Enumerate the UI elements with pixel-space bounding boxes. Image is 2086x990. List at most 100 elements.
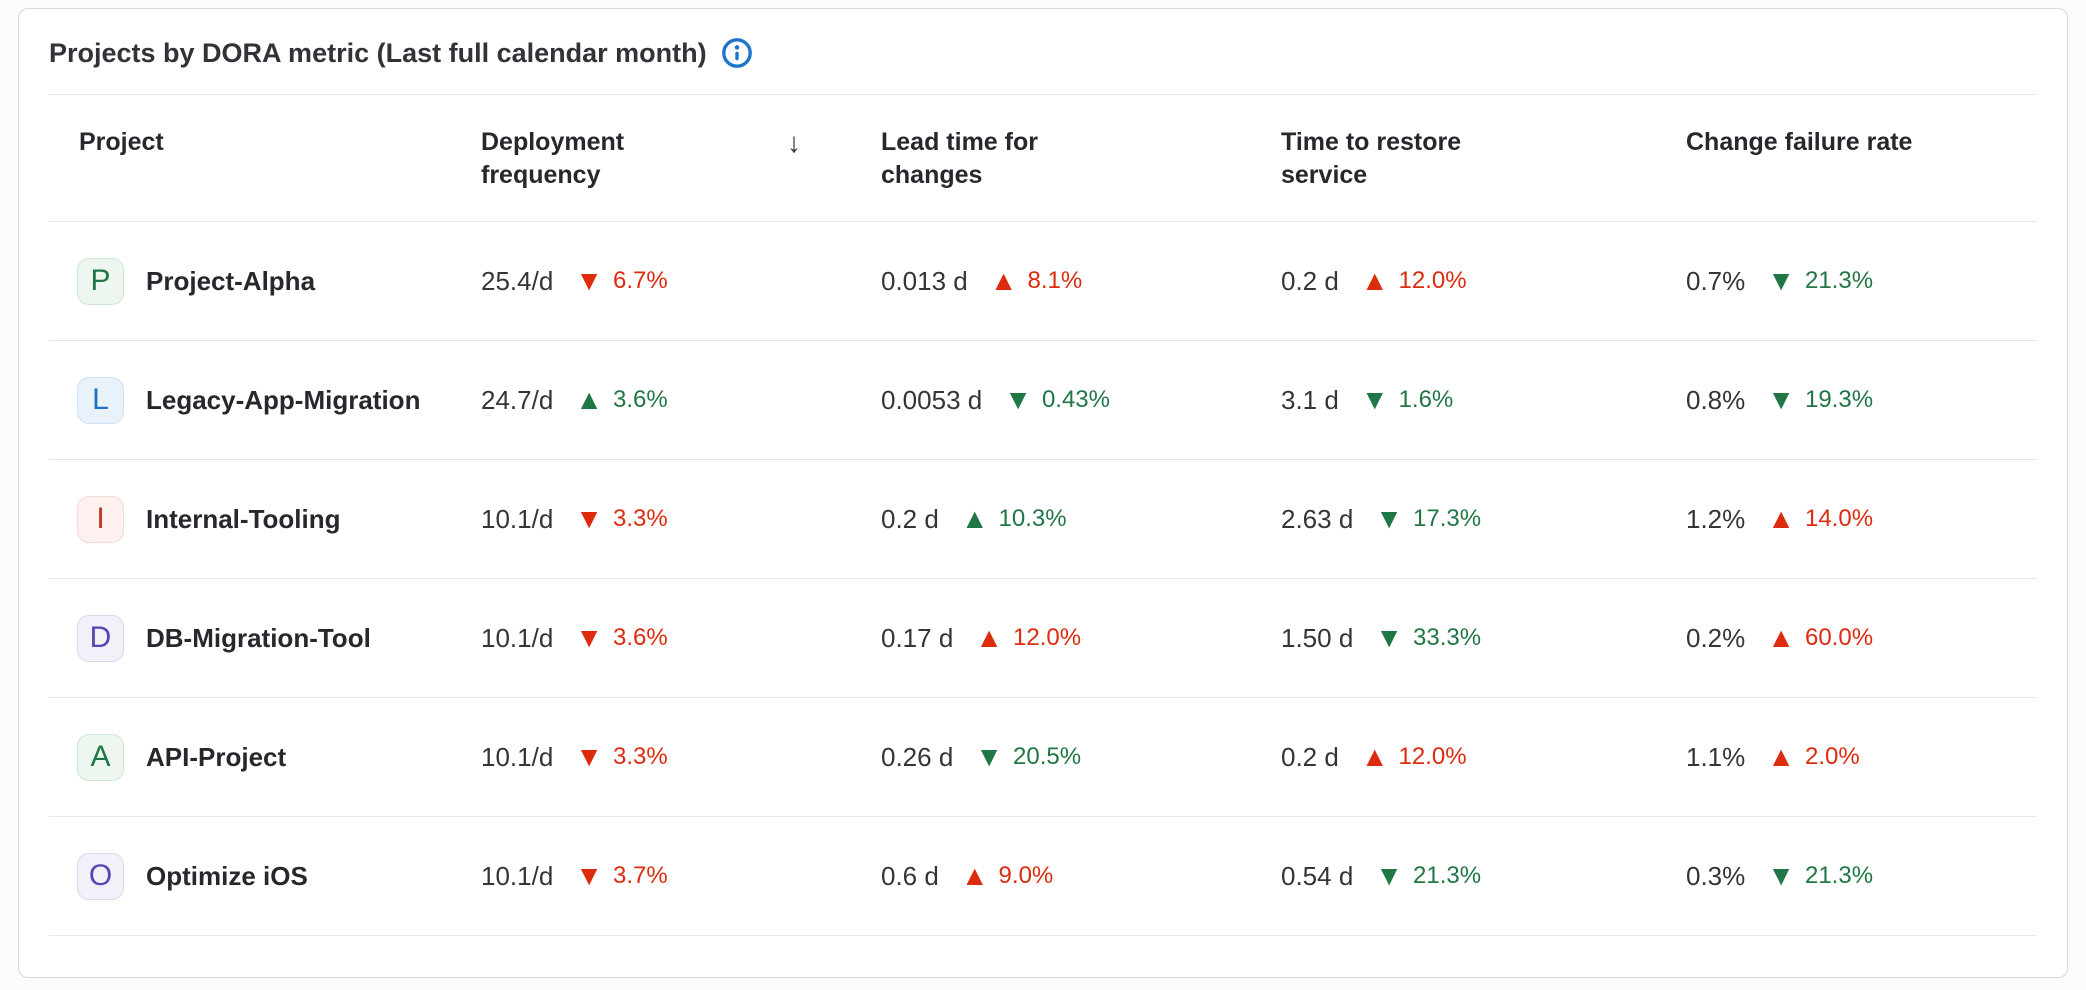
metric-value: 0.17 d [881,622,954,653]
metric-delta: 20.5% [975,743,1081,771]
trend-arrow-icon [1361,267,1389,295]
metric-delta: 14.0% [1767,505,1873,533]
table-row: O Optimize iOS 10.1/d 3.7% 0.6 d 9.0% 0.… [49,817,2037,936]
trend-arrow-icon [990,267,1018,295]
trend-arrow-icon [1767,267,1795,295]
metric-value: 1.50 d [1281,622,1354,653]
metric-value: 10.1/d [481,622,554,653]
project-cell: P Project-Alpha [49,257,481,305]
metric-delta: 17.3% [1375,505,1481,533]
metric-delta: 21.3% [1375,862,1481,890]
sort-arrow-down-icon[interactable]: ↓ [787,127,801,158]
metric-value: 0.2 d [1281,741,1339,772]
metric-delta: 3.7% [575,862,668,890]
metric-value: 0.26 d [881,741,954,772]
column-label: Lead time for changes [881,128,1038,189]
dora-metrics-card: Projects by DORA metric (Last full calen… [18,8,2068,978]
delta-percent: 3.6% [613,624,668,651]
metric-value: 0.2 d [1281,265,1339,296]
metric-value: 0.2 d [881,503,939,534]
metric-delta: 3.3% [575,505,668,533]
project-name-link[interactable]: Optimize iOS [146,860,308,891]
info-icon[interactable] [721,37,753,69]
delta-percent: 33.3% [1413,624,1482,651]
project-avatar: O [77,852,124,900]
project-avatar: L [77,376,124,424]
project-name-link[interactable]: DB-Migration-Tool [146,622,371,653]
cell-deployment-frequency: 10.1/d 3.7% [481,861,881,892]
metric-value: 2.63 d [1281,503,1354,534]
delta-percent: 21.3% [1413,862,1482,889]
avatar-letter: A [90,740,111,773]
card-header: Projects by DORA metric (Last full calen… [19,9,2067,94]
metric-delta: 3.3% [575,743,668,771]
trend-arrow-icon [1375,505,1403,533]
trend-arrow-icon [1004,386,1032,414]
cell-change-failure-rate: 1.1% 2.0% [1686,742,2037,773]
cell-time-to-restore: 0.2 d 12.0% [1281,742,1686,773]
column-header-deployment-frequency[interactable]: Deployment frequency ↓ [481,126,881,192]
metric-value: 10.1/d [481,741,554,772]
delta-percent: 21.3% [1804,862,1874,889]
metric-delta: 2.0% [1767,743,1860,771]
avatar-letter: D [89,621,112,654]
metric-delta: 3.6% [575,624,668,652]
trend-arrow-icon [575,743,603,771]
delta-percent: 60.0% [1804,624,1874,651]
delta-percent: 14.0% [1804,505,1874,532]
delta-percent: 3.3% [613,743,668,770]
cell-lead-time: 0.26 d 20.5% [881,742,1281,773]
project-name-link[interactable]: Project-Alpha [146,265,316,296]
cell-change-failure-rate: 1.2% 14.0% [1686,504,2037,535]
cell-lead-time: 0.6 d 9.0% [881,861,1281,892]
delta-percent: 10.3% [998,505,1067,532]
metric-delta: 6.7% [575,267,668,295]
column-header-time-to-restore[interactable]: Time to restore service [1281,126,1686,192]
delta-percent: 21.3% [1804,267,1874,294]
delta-percent: 12.0% [1398,267,1467,294]
metric-value: 10.1/d [481,860,554,891]
project-avatar: D [77,614,124,662]
metric-delta: 12.0% [1361,743,1467,771]
project-name-link[interactable]: Legacy-App-Migration [146,384,421,415]
metric-delta: 10.3% [961,505,1067,533]
table-row: L Legacy-App-Migration 24.7/d 3.6% 0.005… [49,341,2037,460]
metric-delta: 9.0% [961,862,1054,890]
metric-value: 1.1% [1686,741,1746,772]
trend-arrow-icon [575,386,603,414]
metric-delta: 1.6% [1361,386,1454,414]
trend-arrow-icon [961,505,989,533]
project-name-link[interactable]: Internal-Tooling [146,503,341,534]
cell-lead-time: 0.013 d 8.1% [881,266,1281,297]
avatar-letter: P [90,264,111,297]
cell-lead-time: 0.2 d 10.3% [881,504,1281,535]
cell-deployment-frequency: 10.1/d 3.3% [481,504,881,535]
cell-change-failure-rate: 0.3% 21.3% [1686,861,2037,892]
avatar-letter: O [88,859,113,892]
project-cell: I Internal-Tooling [49,495,481,543]
delta-percent: 19.3% [1804,386,1874,413]
cell-deployment-frequency: 25.4/d 6.7% [481,266,881,297]
project-cell: A API-Project [49,733,481,781]
delta-percent: 17.3% [1413,505,1482,532]
delta-percent: 6.7% [613,267,668,294]
delta-percent: 12.0% [1013,624,1082,651]
delta-percent: 3.6% [613,386,668,413]
cell-time-to-restore: 2.63 d 17.3% [1281,504,1686,535]
column-header-project[interactable]: Project [49,126,481,192]
metric-value: 0.8% [1686,384,1746,415]
table-row: A API-Project 10.1/d 3.3% 0.26 d 20.5% 0… [49,698,2037,817]
delta-percent: 20.5% [1013,743,1082,770]
avatar-letter: L [92,383,109,416]
metric-value: 10.1/d [481,503,554,534]
table-row: P Project-Alpha 25.4/d 6.7% 0.013 d 8.1%… [49,222,2037,341]
project-name-link[interactable]: API-Project [146,741,287,772]
metric-delta: 0.43% [1004,386,1110,414]
metric-value: 0.0053 d [881,384,983,415]
metric-value: 0.013 d [881,265,968,296]
column-header-change-failure-rate[interactable]: Change failure rate [1686,126,2037,192]
cell-time-to-restore: 1.50 d 33.3% [1281,623,1686,654]
project-avatar: P [77,257,124,305]
column-header-lead-time[interactable]: Lead time for changes [881,126,1281,192]
column-label: Time to restore service [1281,128,1462,189]
